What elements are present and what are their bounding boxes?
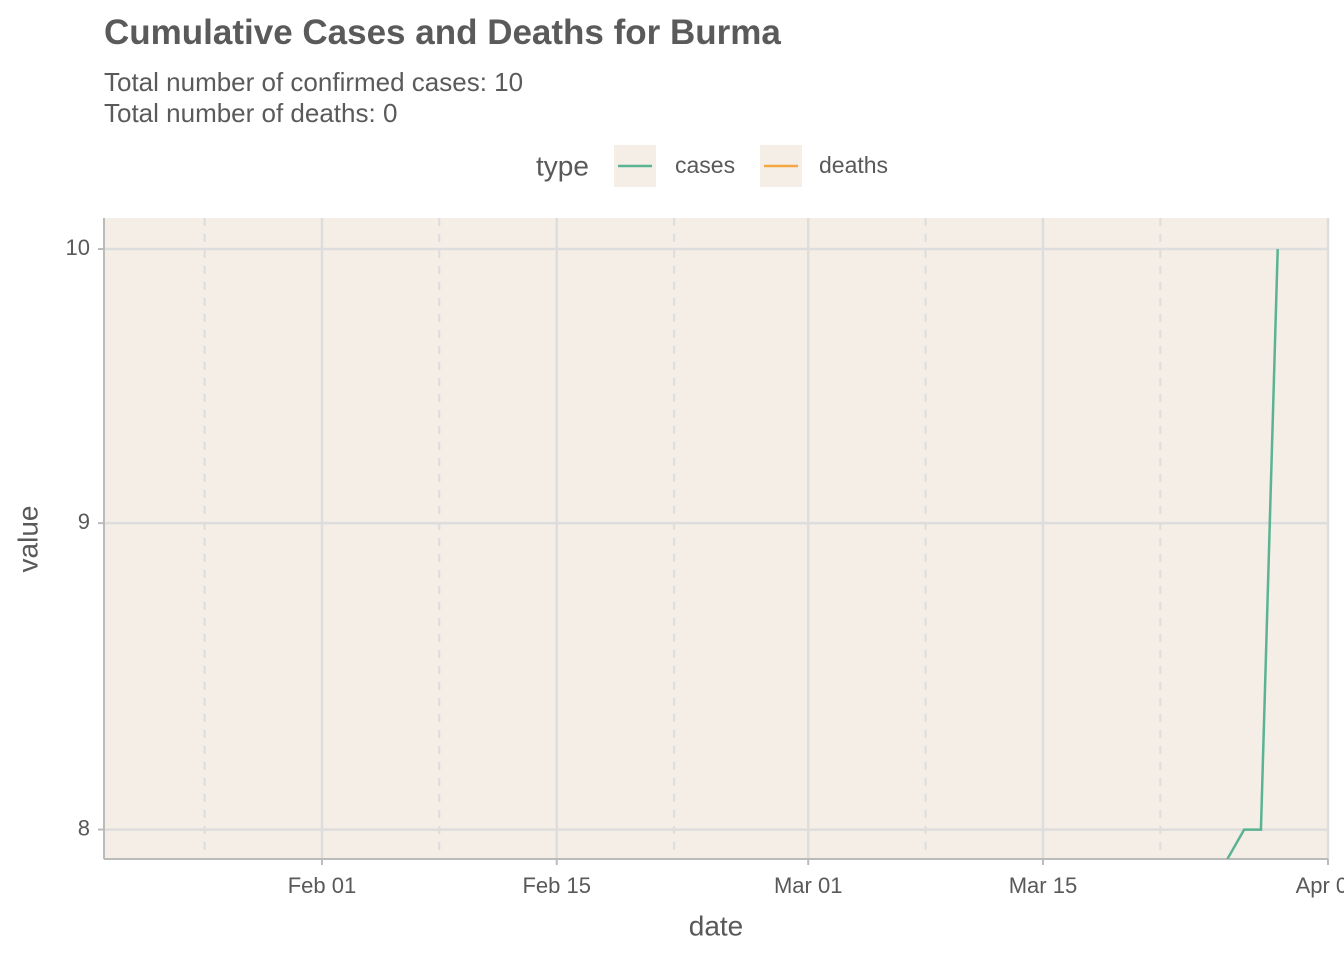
legend-title: type [536,150,589,181]
y-tick-label: 8 [78,815,90,840]
x-tick-label: Feb 15 [522,873,591,898]
legend-label: cases [675,152,735,178]
y-axis-title: value [12,506,43,573]
x-tick-label: Feb 01 [288,873,357,898]
y-tick-label: 10 [66,235,90,260]
chart-subtitle: Total number of deaths: 0 [104,98,397,128]
legend-label: deaths [819,152,888,178]
chart-title: Cumulative Cases and Deaths for Burma [104,13,781,52]
plot-panel [104,218,1328,859]
y-tick-label: 9 [78,509,90,534]
x-axis-title: date [689,910,744,941]
x-tick-label: Mar 15 [1009,873,1077,898]
series-line [1226,248,1279,859]
x-tick-label: Apr 01 [1296,873,1344,898]
chart-subtitle: Total number of confirmed cases: 10 [104,67,523,97]
x-tick-label: Mar 01 [774,873,842,898]
series-group [1226,248,1279,859]
